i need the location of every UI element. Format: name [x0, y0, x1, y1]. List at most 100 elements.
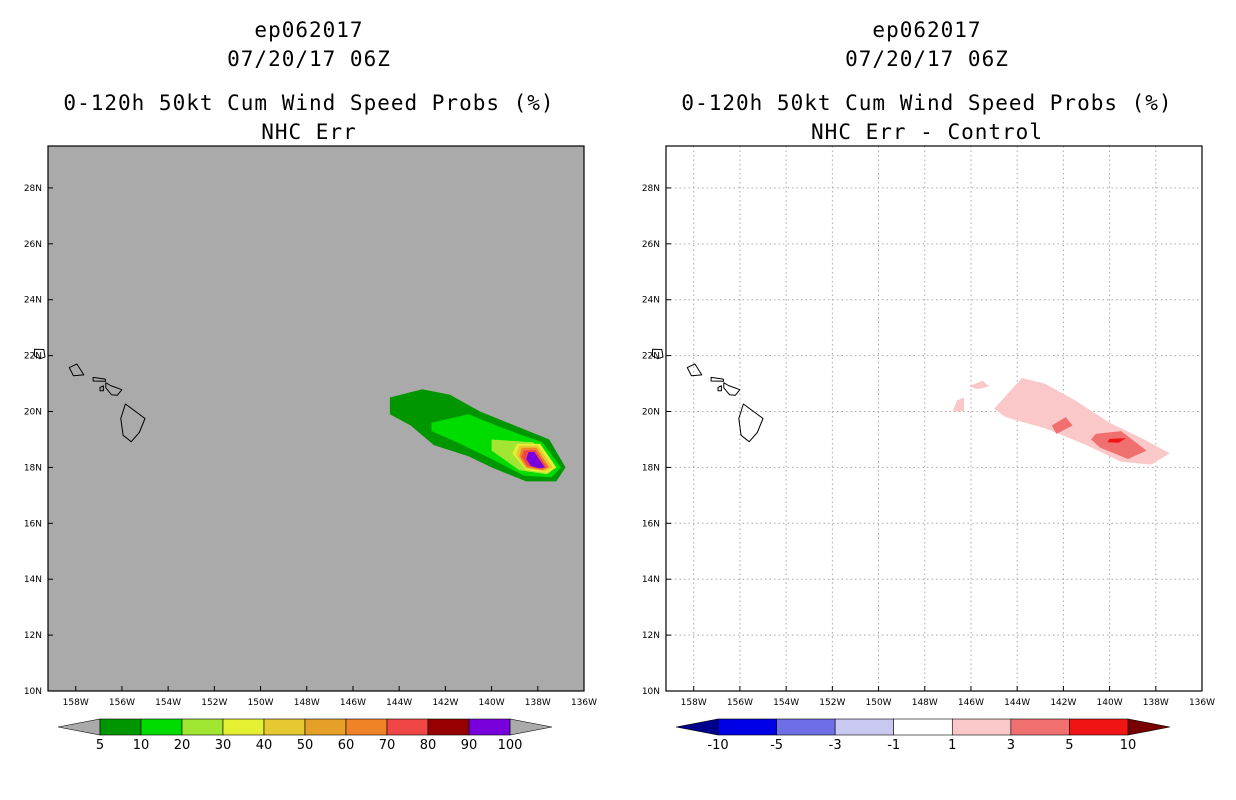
x-tick-label: 146W [340, 698, 366, 708]
island-outline-0 [651, 348, 664, 360]
x-tick-label: 150W [866, 698, 892, 708]
contour-90-7 [526, 452, 545, 469]
colorbar-over-arrow [1127, 718, 1171, 736]
colorbar-label: 5 [96, 738, 104, 753]
y-tick-label: 24N [642, 296, 660, 306]
x-tick-label: 148W [294, 698, 320, 708]
x-tick-label: 148W [912, 698, 938, 708]
x-tick-label: 140W [479, 698, 505, 708]
island-outline-5 [738, 403, 764, 443]
colorbar-label: 10 [133, 738, 150, 753]
colorbar-under-arrow [675, 718, 719, 736]
y-tick-label: 18N [642, 463, 660, 473]
x-tick-label: 144W [1004, 698, 1030, 708]
colorbar-segment-6 [1069, 718, 1129, 736]
x-tick-label: 154W [155, 698, 181, 708]
y-tick-label: 14N [24, 575, 42, 585]
right-chart: 158W 156W 154W 152W 150W 148W 146W 144W 142W 140W… [642, 145, 1215, 753]
plot-frame [665, 145, 1203, 692]
colorbar-segment-5 [304, 718, 347, 736]
colorbar-over-arrow [509, 718, 553, 736]
right-title-line-3: 0-120h 50kt Cum Wind Speed Probs (%) [681, 91, 1173, 115]
x-tick-label: 152W [819, 698, 845, 708]
colorbar-segment-7 [386, 718, 429, 736]
y-tick-label: 28N [24, 184, 42, 194]
plot-frame [47, 145, 585, 692]
island-outline-3 [99, 385, 104, 392]
colorbar-segment-9 [468, 718, 511, 736]
colorbar-label: 1 [948, 738, 956, 753]
x-tick-label: 136W [571, 698, 597, 708]
colorbar-segment-4 [951, 718, 1012, 736]
island-outline-1 [68, 363, 85, 377]
x-tick-label: 140W [1097, 698, 1123, 708]
right-title-line-1: ep062017 [872, 18, 982, 42]
island-outline-1 [686, 363, 703, 377]
y-tick-label: 10N [24, 687, 42, 697]
x-tick-label: 156W [727, 698, 753, 708]
colorbar-label: -10 [707, 738, 728, 753]
colorbar-label: -3 [829, 738, 842, 753]
right-title-line-2: 07/20/17 06Z [845, 47, 1009, 71]
colorbar-segment-5 [1010, 718, 1070, 736]
colorbar-label: 60 [338, 738, 355, 753]
y-tick-label: 16N [642, 519, 660, 529]
colorbar-segment-3 [222, 718, 265, 736]
colorbar-label: 70 [379, 738, 396, 753]
x-tick-label: 142W [1050, 698, 1076, 708]
x-tick-label: 150W [248, 698, 274, 708]
y-tick-label: 20N [24, 408, 42, 418]
y-tick-label: 24N [24, 296, 42, 306]
colorbar-segment-0 [99, 718, 142, 736]
colorbar-segment-1 [140, 718, 183, 736]
x-tick-label: 158W [63, 698, 89, 708]
colorbar-segment-0 [717, 718, 777, 736]
left-chart: 158W 156W 154W 152W 150W 148W 146W 144W 142W 140W… [24, 145, 597, 753]
contour-1-2 [952, 397, 964, 412]
colorbar-label: -1 [887, 738, 900, 753]
island-outline-5 [120, 403, 146, 443]
y-tick-label: 26N [642, 240, 660, 250]
colorbar-segment-2 [834, 718, 895, 736]
colorbar-label: 90 [461, 738, 478, 753]
plot-area [48, 146, 584, 691]
y-tick-label: 14N [642, 575, 660, 585]
contour-5-5 [1107, 438, 1126, 443]
y-tick-label: 16N [24, 519, 42, 529]
x-tick-label: 156W [109, 698, 135, 708]
contour-1-1 [968, 380, 990, 390]
x-tick-label: 152W [201, 698, 227, 708]
contour-3-3 [1051, 417, 1073, 434]
y-tick-label: 22N [24, 352, 42, 362]
colorbar-label: 50 [297, 738, 314, 753]
y-tick-label: 12N [642, 631, 660, 641]
colorbar-segment-1 [776, 718, 836, 736]
colorbar-label: 5 [1065, 738, 1073, 753]
colorbar-segment-8 [427, 718, 470, 736]
y-tick-label: 18N [24, 463, 42, 473]
left-title-line-4: NHC Err [261, 120, 357, 144]
left-panel: ep062017 07/20/17 06Z 0-120h 50kt Cum Wi… [24, 18, 597, 753]
colorbar-label: 40 [256, 738, 273, 753]
plot-area [666, 146, 1202, 691]
y-tick-label: 22N [642, 352, 660, 362]
colorbar-label: 100 [498, 738, 523, 753]
x-tick-label: 136W [1189, 698, 1215, 708]
x-tick-label: 146W [958, 698, 984, 708]
colorbar-segment-3 [893, 718, 953, 736]
island-outline-3 [717, 385, 722, 392]
y-tick-label: 12N [24, 631, 42, 641]
island-outline-4 [105, 382, 123, 396]
colorbar-label: 10 [1120, 738, 1137, 753]
right-panel: ep062017 07/20/17 06Z 0-120h 50kt Cum Wi… [618, 0, 1236, 800]
contour-3-4 [1091, 431, 1147, 459]
island-outline-4 [723, 382, 741, 396]
colorbar-label: -5 [770, 738, 783, 753]
x-tick-label: 154W [773, 698, 799, 708]
x-tick-label: 138W [525, 698, 551, 708]
colorbar-segment-4 [263, 718, 306, 736]
colorbar-label: 3 [1007, 738, 1015, 753]
left-title-line-3: 0-120h 50kt Cum Wind Speed Probs (%) [63, 91, 555, 115]
island-outline-0 [33, 348, 46, 360]
island-outline-2 [92, 376, 106, 382]
